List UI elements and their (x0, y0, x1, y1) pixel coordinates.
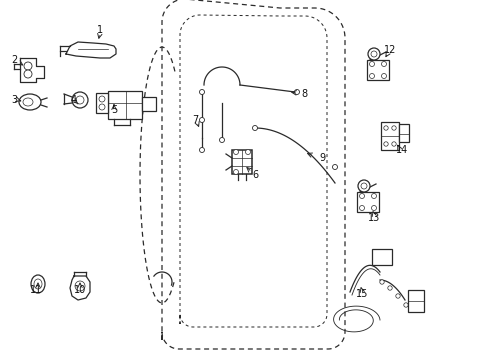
Text: 12: 12 (383, 45, 395, 55)
Text: 13: 13 (367, 213, 379, 223)
Polygon shape (20, 58, 44, 82)
Text: 1: 1 (97, 25, 103, 35)
Text: 15: 15 (355, 289, 367, 299)
Bar (398, 124, 408, 142)
Circle shape (367, 48, 379, 60)
Circle shape (75, 281, 85, 291)
Bar (231, 150, 251, 174)
Ellipse shape (23, 98, 33, 106)
Bar (96, 93, 108, 113)
Circle shape (381, 73, 386, 78)
Circle shape (199, 148, 204, 153)
Circle shape (24, 62, 32, 70)
Circle shape (294, 90, 299, 94)
Bar (108, 91, 142, 119)
Bar (380, 122, 398, 150)
Circle shape (391, 126, 395, 130)
Circle shape (370, 51, 376, 57)
Circle shape (369, 73, 374, 78)
Circle shape (391, 142, 395, 146)
Text: 4: 4 (71, 95, 77, 105)
Bar (366, 60, 388, 80)
Text: 10: 10 (74, 285, 86, 295)
Circle shape (359, 194, 364, 198)
Text: 14: 14 (395, 145, 407, 155)
Circle shape (332, 165, 337, 170)
Text: 2: 2 (11, 55, 17, 65)
Bar (371, 249, 391, 265)
Polygon shape (70, 276, 90, 300)
Text: 9: 9 (318, 153, 325, 163)
Ellipse shape (19, 94, 41, 110)
Circle shape (379, 280, 384, 284)
Circle shape (359, 206, 364, 211)
Circle shape (357, 180, 369, 192)
Circle shape (381, 62, 386, 67)
Bar (356, 192, 378, 212)
Circle shape (233, 149, 238, 154)
Circle shape (383, 126, 387, 130)
Circle shape (252, 126, 257, 131)
Circle shape (395, 294, 399, 298)
Circle shape (360, 183, 366, 189)
Circle shape (403, 303, 407, 307)
Text: 7: 7 (191, 115, 198, 125)
Circle shape (219, 138, 224, 143)
Circle shape (245, 149, 250, 154)
Text: 11: 11 (30, 285, 42, 295)
Text: 6: 6 (251, 170, 258, 180)
Circle shape (72, 92, 88, 108)
Text: 8: 8 (300, 89, 306, 99)
Circle shape (99, 104, 105, 110)
Circle shape (199, 117, 204, 122)
Ellipse shape (34, 279, 42, 289)
Circle shape (199, 90, 204, 94)
Circle shape (76, 96, 84, 104)
Ellipse shape (31, 275, 45, 293)
Text: 5: 5 (111, 105, 117, 115)
Bar (407, 290, 423, 312)
Circle shape (369, 62, 374, 67)
Circle shape (387, 286, 391, 290)
Circle shape (233, 170, 238, 175)
Bar (142, 97, 156, 111)
Circle shape (371, 206, 376, 211)
Polygon shape (66, 42, 116, 58)
Circle shape (371, 194, 376, 198)
Circle shape (99, 96, 105, 102)
Circle shape (24, 70, 32, 78)
Circle shape (383, 142, 387, 146)
Text: 3: 3 (11, 95, 17, 105)
